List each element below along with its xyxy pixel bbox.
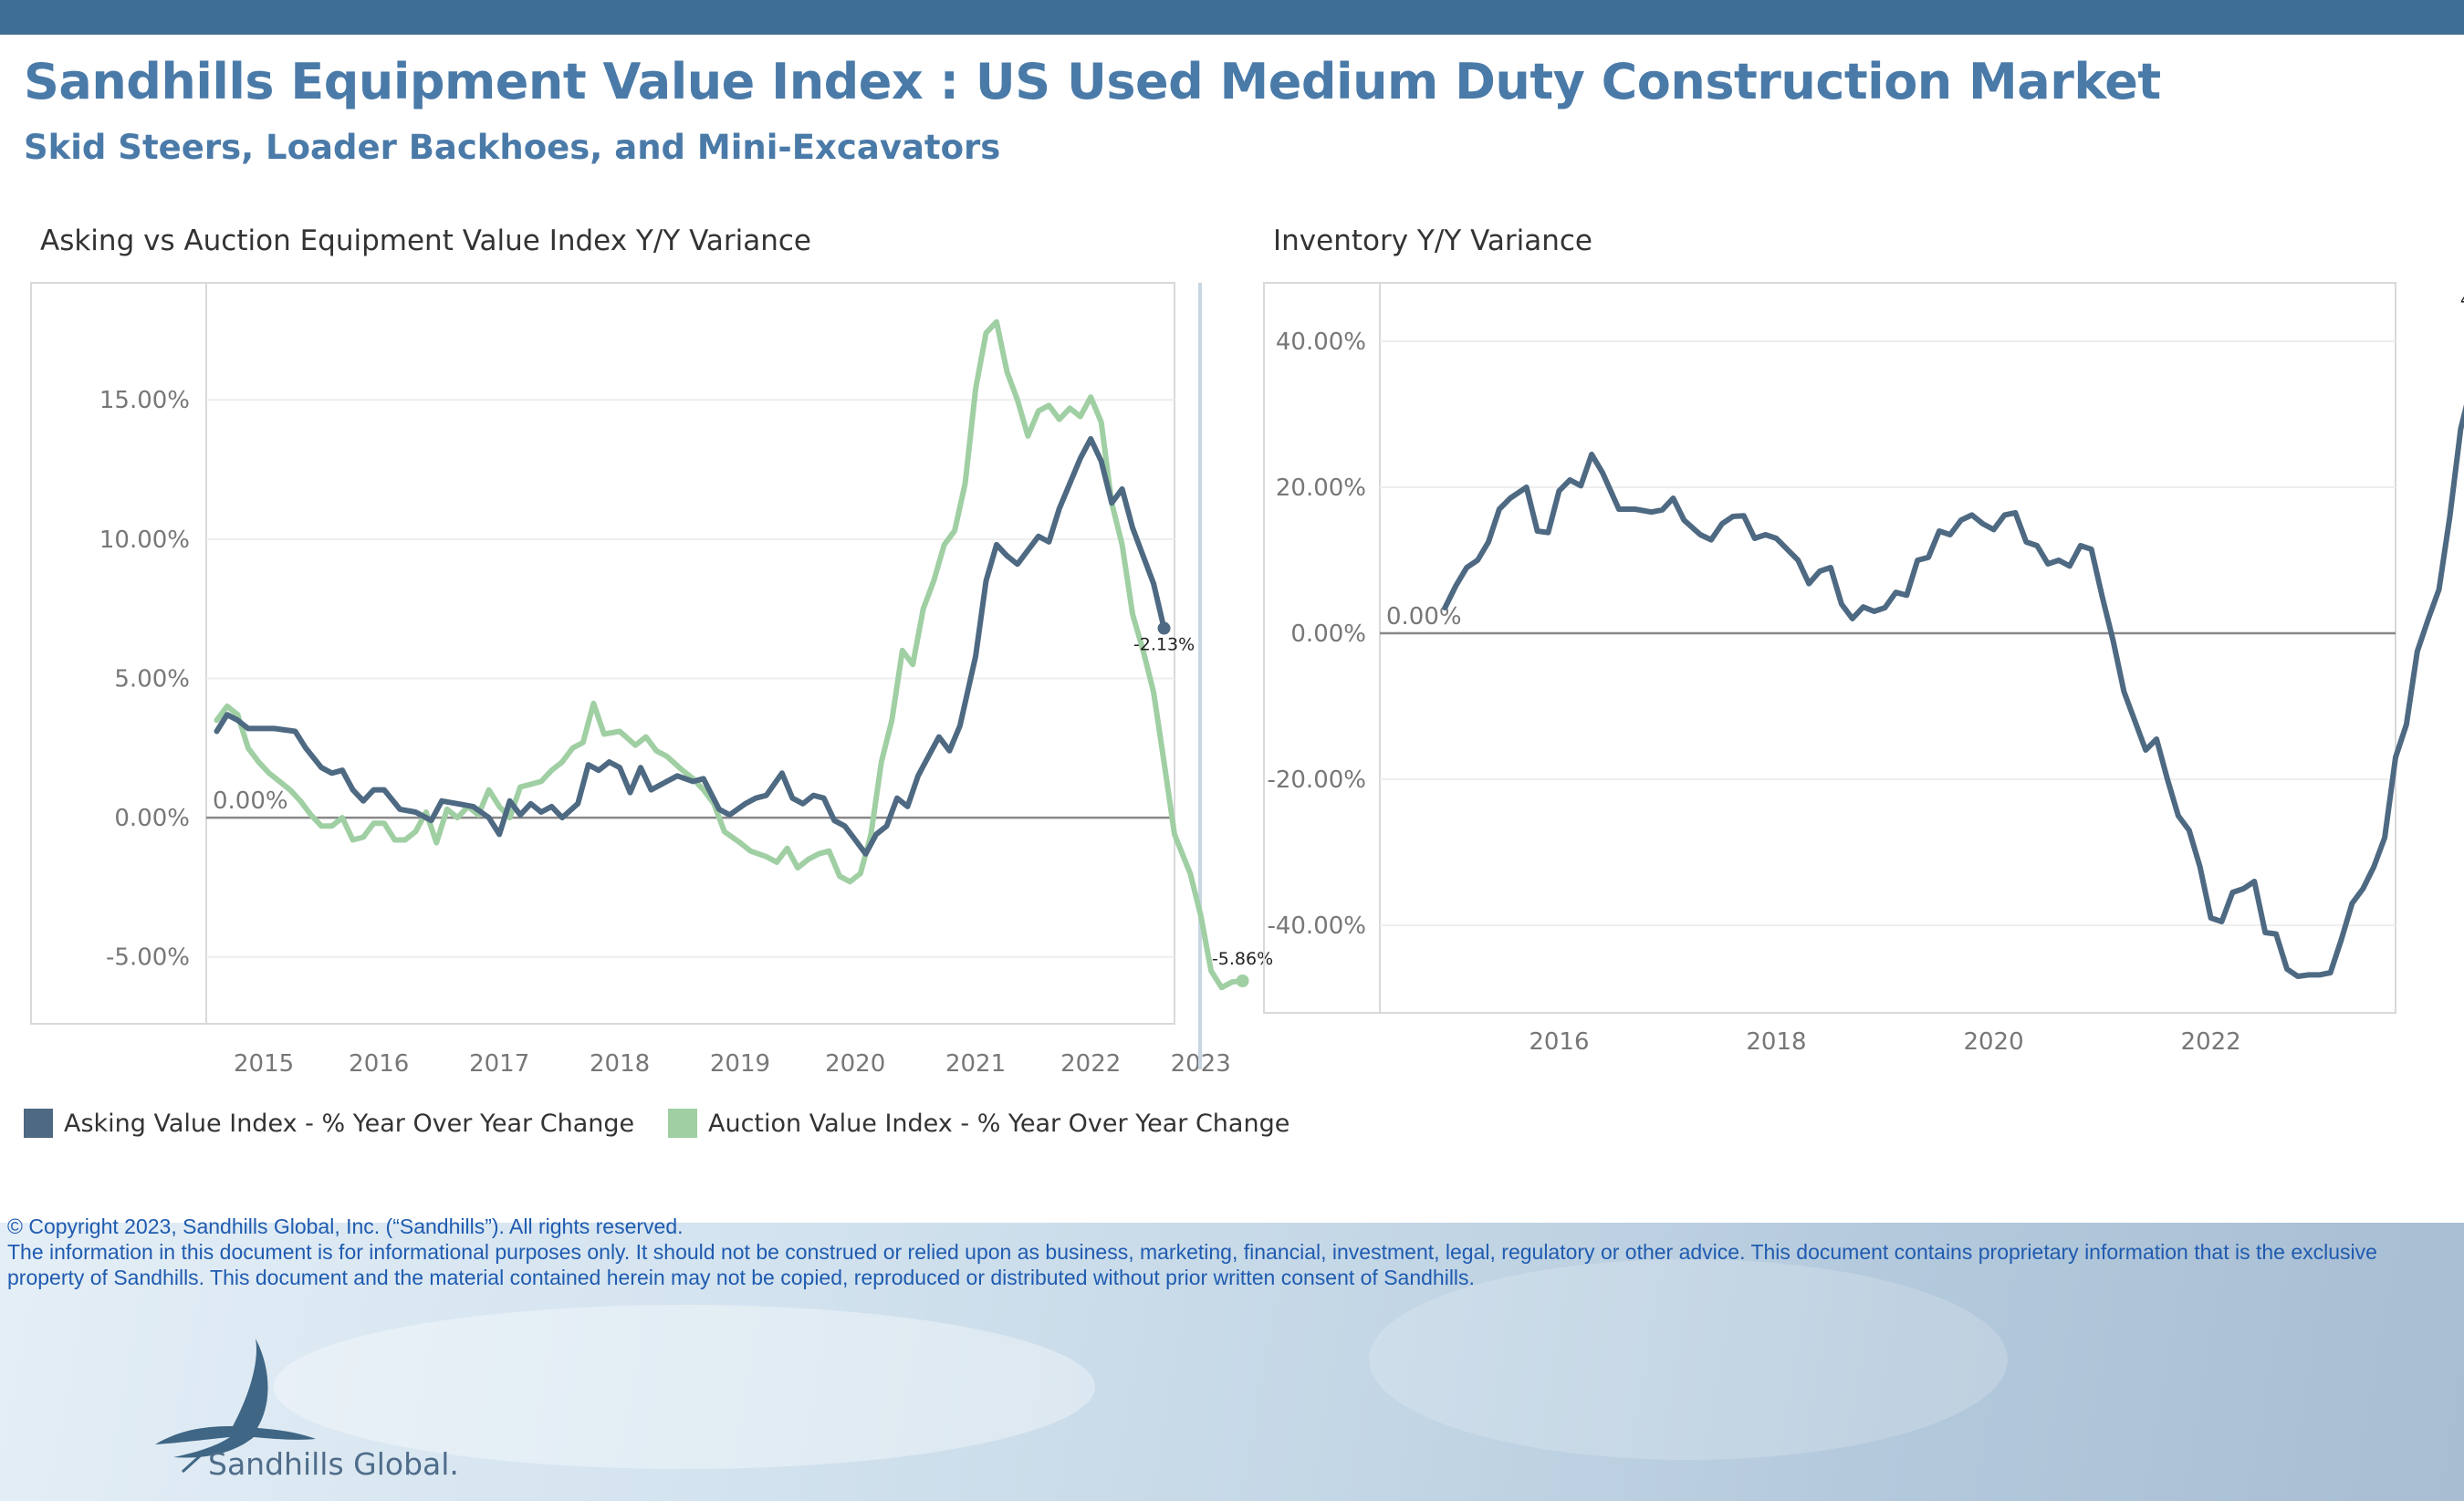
- y-tick-label: 5.00%: [114, 665, 190, 693]
- x-tick-label: 2020: [1963, 1028, 2023, 1056]
- series-line-auction: [214, 318, 1246, 991]
- x-tick-label: 2019: [710, 1050, 770, 1078]
- series-line-auction-end-marker: [1236, 974, 1249, 987]
- plot-frame: [1263, 282, 2396, 1014]
- data-label: -5.86%: [1212, 949, 1273, 969]
- x-tick-label: 2016: [1529, 1028, 1589, 1056]
- series-line-asking-end-marker: [1157, 621, 1171, 635]
- series-line-asking: [214, 435, 1167, 857]
- page-title: Sandhills Equipment Value Index : US Use…: [24, 53, 2161, 110]
- page-subtitle: Skid Steers, Loader Backhoes, and Mini-E…: [24, 128, 1001, 167]
- sandhills-bird-logo-icon: [155, 1339, 316, 1474]
- legend-item-auction: Auction Value Index - % Year Over Year C…: [668, 1109, 1289, 1138]
- y-tick-label: 40.00%: [1276, 328, 1366, 356]
- x-tick-label: 2017: [469, 1050, 529, 1078]
- x-tick-label: 2018: [590, 1050, 650, 1078]
- x-tick-label: 2022: [1060, 1050, 1121, 1078]
- chart-asking-auction: 15.00% 10.00% 5.00% 0.00% -5.00% 0.00% 2015 201…: [30, 282, 1273, 1078]
- logo-text: Sandhills Global.: [208, 1446, 459, 1482]
- series-line-inventory: [1442, 404, 2464, 979]
- legend-swatch-asking: [24, 1109, 53, 1138]
- x-tick-label: 2016: [349, 1050, 409, 1078]
- legend-label-asking: Asking Value Index - % Year Over Year Ch…: [64, 1109, 635, 1138]
- legend-swatch-auction: [668, 1109, 697, 1138]
- legend-label-auction: Auction Value Index - % Year Over Year C…: [708, 1109, 1290, 1138]
- copyright-line: © Copyright 2023, Sandhills Global, Inc.…: [7, 1214, 684, 1238]
- x-tick-label: 2020: [825, 1050, 885, 1078]
- copyright-notice: © Copyright 2023, Sandhills Global, Inc.…: [7, 1214, 2453, 1290]
- y-tick-label: -5.00%: [106, 944, 190, 972]
- chart-inventory: 40.00% 20.00% 0.00% -20.00% -40.00% 0.00% 2016…: [1263, 282, 2464, 1056]
- y-tick-label: 15.00%: [99, 387, 190, 414]
- footer-mist: [274, 1305, 1095, 1469]
- x-tick-label: 2018: [1746, 1028, 1806, 1056]
- top-banner: [0, 0, 2464, 35]
- x-tick-label: 2022: [2181, 1028, 2241, 1056]
- data-label: 42.80%: [2460, 290, 2464, 310]
- disclaimer-text: The information in this document is for …: [7, 1240, 2377, 1289]
- legend-item-asking: Asking Value Index - % Year Over Year Ch…: [24, 1109, 634, 1138]
- y-tick-label: 0.00%: [1290, 620, 1366, 648]
- footer-background: [0, 1223, 2464, 1501]
- data-label: -2.13%: [1133, 635, 1195, 655]
- y-tick-label: -20.00%: [1267, 766, 1366, 794]
- zero-line-label: 0.00%: [1386, 603, 1462, 631]
- y-tick-label: 20.00%: [1276, 474, 1366, 502]
- zero-line-label: 0.00%: [213, 787, 288, 815]
- footer-mist: [1369, 1259, 2008, 1460]
- chart-asking-auction-title: Asking vs Auction Equipment Value Index …: [40, 224, 811, 257]
- x-tick-label: 2015: [234, 1050, 294, 1078]
- plot-frame: [30, 282, 1175, 1025]
- chart-inventory-title: Inventory Y/Y Variance: [1273, 224, 1593, 257]
- x-tick-label: 2021: [945, 1050, 1006, 1078]
- y-tick-label: 10.00%: [99, 526, 190, 554]
- y-tick-label: 0.00%: [114, 805, 190, 832]
- y-tick-label: -40.00%: [1267, 912, 1366, 940]
